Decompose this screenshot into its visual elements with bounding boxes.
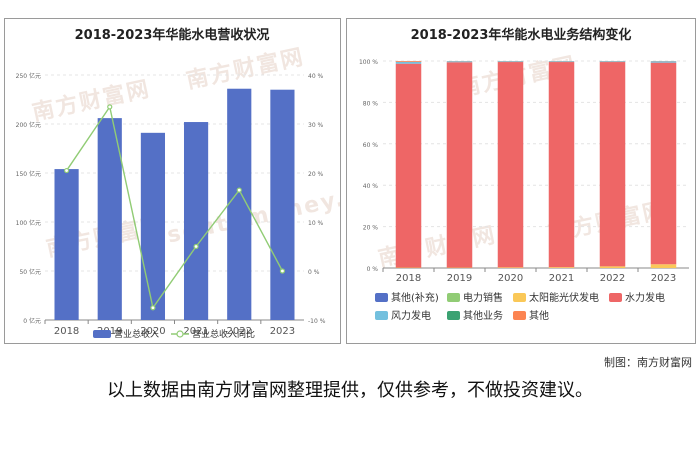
y-tick-label: 40 % bbox=[363, 183, 379, 190]
y-right-tick-label: 20 % bbox=[308, 171, 324, 178]
stack-segment bbox=[548, 61, 575, 63]
stack-segment bbox=[395, 63, 422, 268]
yoy-point bbox=[279, 268, 286, 274]
stack-segment bbox=[446, 62, 473, 268]
y-tick-label: 250 亿元 bbox=[16, 72, 41, 80]
x-tick-label: 2022 bbox=[600, 273, 625, 284]
y-tick-label: 60 % bbox=[363, 142, 379, 149]
x-tick-label: 2023 bbox=[651, 273, 676, 284]
stack-segment bbox=[446, 61, 473, 63]
legend-swatch-yoy-marker bbox=[176, 330, 184, 338]
legend-label: 水力发电 bbox=[625, 291, 665, 304]
stack-segment bbox=[497, 61, 524, 63]
stack-segment bbox=[599, 62, 626, 267]
stack-segment bbox=[650, 61, 677, 63]
yoy-point bbox=[236, 187, 242, 193]
revenue-bar bbox=[140, 132, 166, 320]
legend-swatch bbox=[447, 311, 460, 320]
chart-credit: 制图：南方财富网 bbox=[604, 356, 692, 369]
legend-label: 电力销售 bbox=[463, 291, 503, 304]
x-tick-label: 2023 bbox=[270, 326, 295, 337]
y-tick-label: 150 亿元 bbox=[16, 170, 41, 178]
x-tick-label: 2019 bbox=[447, 273, 472, 284]
y-tick-label: 100 % bbox=[359, 59, 378, 66]
y-right-tick-label: 10 % bbox=[308, 220, 324, 227]
stack-segment bbox=[599, 61, 626, 63]
yoy-point bbox=[107, 104, 113, 110]
structure-chart: 2018-2023年华能水电业务结构变化 0 % 20 % 40 % 60 % 80 % 1… bbox=[359, 27, 689, 322]
revenue-bar bbox=[97, 118, 122, 321]
x-tick-label: 2020 bbox=[498, 273, 523, 284]
revenue-bar bbox=[227, 88, 252, 320]
y-tick-label: 80 % bbox=[363, 100, 379, 107]
chart-title: 2018-2023年华能水电业务结构变化 bbox=[411, 27, 632, 43]
revenue-chart: 2018-2023年华能水电营收状况 0 亿元 50 亿元 100 亿元 150 亿元 2… bbox=[16, 27, 326, 340]
legend-swatch bbox=[609, 293, 622, 302]
revenue-bar bbox=[183, 122, 209, 320]
stack-segment bbox=[650, 62, 677, 265]
legend-swatch bbox=[513, 311, 526, 320]
revenue-chart-panel: 南方财富网 南方财富网 南方财富网 southmoney.com 2018-20… bbox=[4, 18, 341, 344]
stack-segment bbox=[395, 61, 422, 62]
legend-label: 其他业务 bbox=[463, 309, 503, 322]
stack-segment bbox=[599, 266, 626, 268]
x-tick-label: 2020 bbox=[140, 326, 165, 337]
revenue-bar bbox=[270, 89, 295, 320]
legend-label: 太阳能光伏发电 bbox=[529, 291, 599, 304]
legend-swatch bbox=[447, 293, 460, 302]
legend-label-yoy: 营业总收入同比 bbox=[192, 328, 255, 340]
revenue-bar bbox=[54, 169, 79, 320]
legend-label-revenue: 营业总收入 bbox=[114, 328, 159, 340]
legend-swatch bbox=[375, 311, 388, 320]
legend-swatch bbox=[375, 293, 388, 302]
x-tick-label: 2018 bbox=[396, 273, 421, 284]
chart-title: 2018-2023年华能水电营收状况 bbox=[75, 27, 270, 43]
legend-swatch-revenue bbox=[93, 330, 111, 338]
yoy-point bbox=[193, 243, 199, 250]
y-tick-label: 0 亿元 bbox=[23, 317, 41, 325]
legend-swatch bbox=[513, 293, 526, 302]
x-tick-label: 2018 bbox=[54, 326, 79, 337]
stack-segment bbox=[395, 61, 422, 64]
y-tick-label: 100 亿元 bbox=[16, 219, 41, 227]
stack-segment bbox=[548, 62, 575, 268]
y-right-tick-label: 40 % bbox=[308, 73, 324, 80]
legend-label: 风力发电 bbox=[391, 309, 431, 322]
stack-segment bbox=[548, 267, 575, 268]
yoy-point bbox=[150, 305, 156, 311]
stack-segment bbox=[497, 62, 524, 268]
x-tick-label: 2022 bbox=[227, 326, 252, 337]
y-tick-label: 50 亿元 bbox=[19, 268, 41, 276]
y-right-tick-label: -10 % bbox=[308, 318, 326, 325]
structure-chart-panel: 南方财富网 南方财富网 南方财富网 2018-2023年华能水电业务结构变化0 … bbox=[346, 18, 696, 344]
legend-label: 其他(补充) bbox=[391, 291, 439, 304]
yoy-line bbox=[66, 105, 284, 310]
y-tick-label: 200 亿元 bbox=[16, 121, 41, 129]
y-right-tick-label: 0 % bbox=[308, 269, 320, 276]
disclaimer-text: 以上数据由南方财富网整理提供，仅供参考，不做投资建议。 bbox=[107, 380, 593, 401]
y-tick-label: 0 % bbox=[367, 266, 379, 273]
y-tick-label: 20 % bbox=[363, 225, 379, 232]
stack-segment bbox=[650, 264, 677, 268]
stack-segment bbox=[497, 267, 524, 268]
x-tick-label: 2021 bbox=[183, 326, 208, 337]
yoy-point bbox=[63, 167, 70, 174]
y-right-tick-label: 30 % bbox=[308, 122, 324, 129]
x-tick-label: 2021 bbox=[549, 273, 574, 284]
legend-label: 其他 bbox=[529, 309, 549, 322]
